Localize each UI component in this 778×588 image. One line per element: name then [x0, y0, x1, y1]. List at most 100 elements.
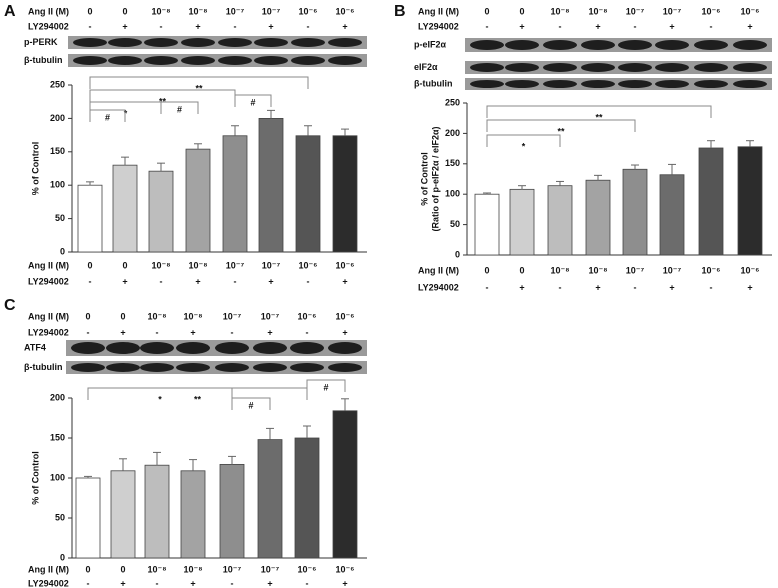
ly-sign: +: [342, 578, 347, 588]
blot-band: [218, 56, 252, 65]
blot-band: [181, 56, 215, 65]
x-tick-label: 0: [122, 260, 127, 270]
x-tick-label: 10⁻⁸: [151, 6, 170, 16]
blot-label: p-eIF2α: [414, 39, 447, 49]
bar: [258, 118, 284, 253]
panel-letter: C: [4, 297, 16, 314]
blot-band: [543, 63, 577, 72]
x-tick-label: 10⁻⁸: [147, 564, 166, 574]
x-tick-label: 0: [519, 6, 524, 16]
blot-band: [733, 80, 767, 88]
x-tick-label: 0: [87, 6, 92, 16]
bar: [294, 437, 320, 559]
ly-label: LY294002: [418, 282, 459, 292]
y-tick-label: 200: [50, 392, 65, 402]
x-tick-label: 10⁻⁶: [336, 260, 355, 270]
ly-sign: -: [89, 276, 92, 286]
ly-sign: +: [267, 578, 272, 588]
blot-band: [581, 80, 615, 88]
blot-band: [106, 342, 140, 354]
significance-label: **: [595, 112, 603, 122]
blot-band: [73, 56, 107, 65]
ly-sign: +: [122, 276, 127, 286]
x-tick-label: 10⁻⁷: [261, 564, 280, 574]
significance-label: #: [177, 104, 182, 114]
y-axis-label: % of Control: [30, 142, 40, 196]
blot-label: β-tubulin: [24, 362, 62, 372]
blot-band: [108, 38, 142, 47]
x-tick-label: 10⁻⁶: [702, 6, 721, 16]
bar: [332, 410, 358, 559]
bar: [148, 170, 174, 253]
ly-sign: -: [559, 21, 562, 31]
x-tick-label: 10⁻⁷: [663, 6, 682, 16]
ly-sign: +: [195, 21, 200, 31]
significance-label: *: [158, 394, 162, 404]
significance-label: #: [250, 97, 255, 107]
ly-sign: +: [595, 21, 600, 31]
y-axis-label: (Ratio of p-eIF2α / eIF2α): [430, 126, 440, 231]
y-tick-label: 0: [455, 249, 460, 259]
ly-sign: -: [160, 276, 163, 286]
ly-sign: +: [342, 276, 347, 286]
ly-sign: +: [519, 21, 524, 31]
bar: [474, 193, 500, 256]
ly-sign: +: [519, 282, 524, 292]
bar: [222, 135, 248, 253]
ly-sign: -: [710, 21, 713, 31]
panel-letter: B: [394, 3, 406, 20]
y-tick-label: 100: [445, 189, 460, 199]
ang-label: Ang II (M): [418, 265, 459, 275]
blot-band: [694, 40, 728, 50]
x-tick-label: 10⁻⁷: [261, 311, 280, 321]
blot-label: β-tubulin: [414, 78, 452, 88]
y-tick-label: 50: [55, 213, 65, 223]
y-tick-label: 50: [55, 512, 65, 522]
ly-sign: -: [234, 276, 237, 286]
blot-band: [215, 363, 249, 372]
y-tick-label: 200: [445, 128, 460, 138]
x-tick-label: 10⁻⁸: [188, 260, 207, 270]
x-tick-label: 10⁻⁷: [226, 260, 245, 270]
bar: [585, 179, 611, 256]
bar: [180, 470, 206, 559]
bar: [737, 146, 763, 256]
x-tick-label: 10⁻⁶: [298, 564, 317, 574]
x-tick-label: 10⁻⁶: [741, 265, 760, 275]
bar: [622, 168, 648, 256]
blot-band: [655, 40, 689, 50]
ly-label: LY294002: [28, 327, 69, 337]
ly-sign: -: [234, 21, 237, 31]
ly-sign: -: [307, 276, 310, 286]
blot-band: [470, 40, 504, 50]
significance-label: #: [248, 400, 253, 410]
blot-label: β-tubulin: [24, 55, 62, 65]
x-tick-label: 10⁻⁷: [626, 265, 645, 275]
blot-band: [733, 63, 767, 72]
y-tick-label: 250: [445, 97, 460, 107]
blot-band: [181, 38, 215, 47]
ly-sign: +: [190, 578, 195, 588]
blot-band: [328, 56, 362, 65]
ly-sign: +: [268, 276, 273, 286]
blot-band: [253, 363, 287, 372]
significance-label: *: [522, 141, 526, 151]
blot-band: [71, 342, 105, 354]
ly-label: LY294002: [28, 21, 69, 31]
blot-band: [290, 342, 324, 354]
y-tick-label: 150: [50, 432, 65, 442]
ly-sign: -: [89, 21, 92, 31]
ang-label: Ang II (M): [28, 260, 69, 270]
significance-label: #: [323, 382, 328, 392]
bar: [219, 463, 245, 559]
blot-band: [254, 38, 288, 47]
x-tick-label: 0: [85, 311, 90, 321]
ly-sign: +: [747, 21, 752, 31]
significance-bracket: [306, 379, 346, 392]
ly-label: LY294002: [28, 276, 69, 286]
ly-sign: -: [231, 327, 234, 337]
x-tick-label: 10⁻⁷: [663, 265, 682, 275]
significance-bracket: [160, 101, 199, 114]
ly-sign: -: [634, 282, 637, 292]
ly-sign: -: [156, 327, 159, 337]
